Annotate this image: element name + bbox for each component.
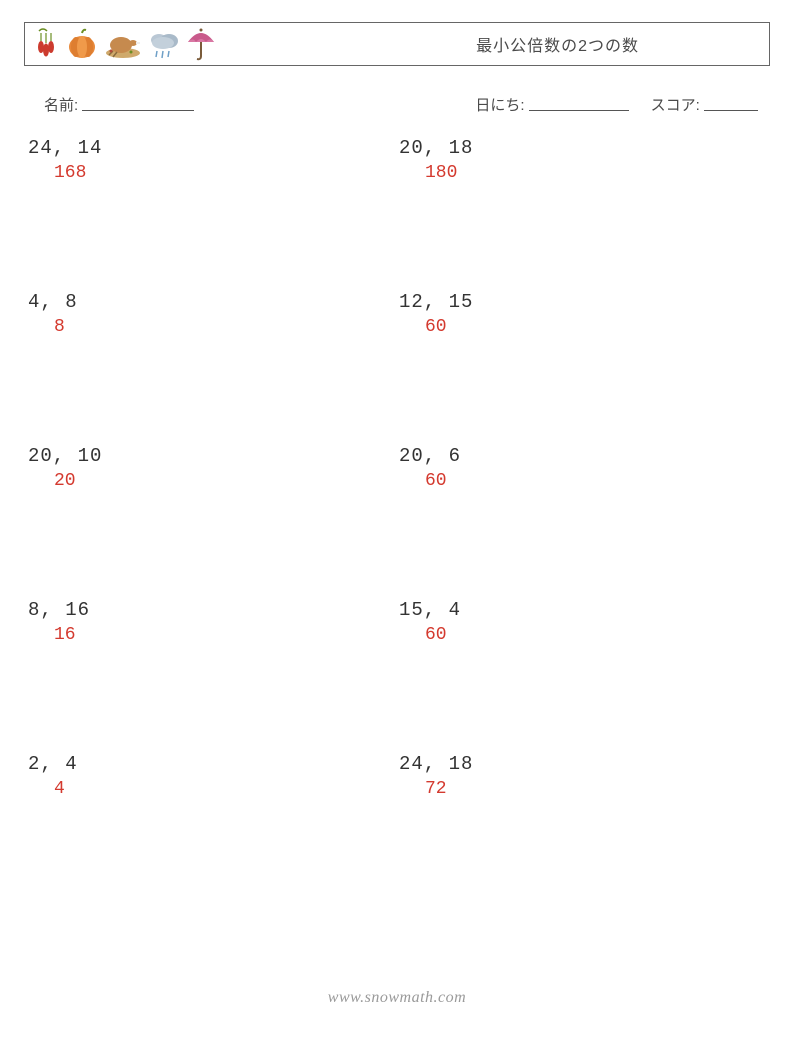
problem-question: 4, 8 [28,291,399,313]
problem-question: 20, 10 [28,445,399,467]
problem-cell: 12, 15 60 [399,291,770,445]
name-field: 名前: [30,94,194,115]
problem-question: 2, 4 [28,753,399,775]
header-box: 最小公倍数の2つの数 [24,22,770,66]
meta-row: 名前: 日にち: スコア: [24,94,770,115]
turkey-icon [103,27,143,61]
problem-answer: 168 [28,163,399,183]
problem-question: 24, 18 [399,753,770,775]
problem-row: 2, 4 4 24, 18 72 [28,753,770,907]
problem-row: 4, 8 8 12, 15 60 [28,291,770,445]
worksheet-title: 最小公倍数の2つの数 [476,32,759,56]
date-label: 日にち: [475,97,524,114]
score-field: スコア: [651,94,758,115]
problem-answer: 60 [399,471,770,491]
problem-answer: 8 [28,317,399,337]
problem-question: 12, 15 [399,291,770,313]
date-field: 日にち: [475,94,628,115]
score-label: スコア: [651,97,700,114]
name-blank[interactable] [82,95,194,111]
problem-cell: 20, 18 180 [399,137,770,291]
problem-row: 20, 10 20 20, 6 60 [28,445,770,599]
umbrella-icon [185,27,217,61]
footer-url: www.snowmath.com [0,989,794,1007]
problem-question: 20, 6 [399,445,770,467]
problem-cell: 15, 4 60 [399,599,770,753]
problem-question: 24, 14 [28,137,399,159]
problem-answer: 60 [399,625,770,645]
icon-row [31,27,217,61]
berries-icon [31,27,61,61]
raincloud-icon [147,27,181,61]
problem-cell: 2, 4 4 [28,753,399,907]
problem-cell: 20, 6 60 [399,445,770,599]
problem-question: 20, 18 [399,137,770,159]
problem-answer: 20 [28,471,399,491]
problem-cell: 20, 10 20 [28,445,399,599]
problem-question: 15, 4 [399,599,770,621]
problem-cell: 24, 18 72 [399,753,770,907]
worksheet-page: 最小公倍数の2つの数 名前: 日にち: スコア: 24, 14 168 20, … [0,0,794,1053]
problem-row: 24, 14 168 20, 18 180 [28,137,770,291]
pumpkin-icon [65,27,99,61]
date-blank[interactable] [529,95,629,111]
problem-answer: 16 [28,625,399,645]
problem-answer: 60 [399,317,770,337]
problem-answer: 72 [399,779,770,799]
problem-cell: 8, 16 16 [28,599,399,753]
problem-cell: 24, 14 168 [28,137,399,291]
problem-row: 8, 16 16 15, 4 60 [28,599,770,753]
problem-answer: 180 [399,163,770,183]
problem-question: 8, 16 [28,599,399,621]
problem-cell: 4, 8 8 [28,291,399,445]
problem-answer: 4 [28,779,399,799]
name-label: 名前: [44,97,78,114]
score-blank[interactable] [704,95,758,111]
problems-grid: 24, 14 168 20, 18 180 4, 8 8 12, 15 60 2… [24,137,770,907]
